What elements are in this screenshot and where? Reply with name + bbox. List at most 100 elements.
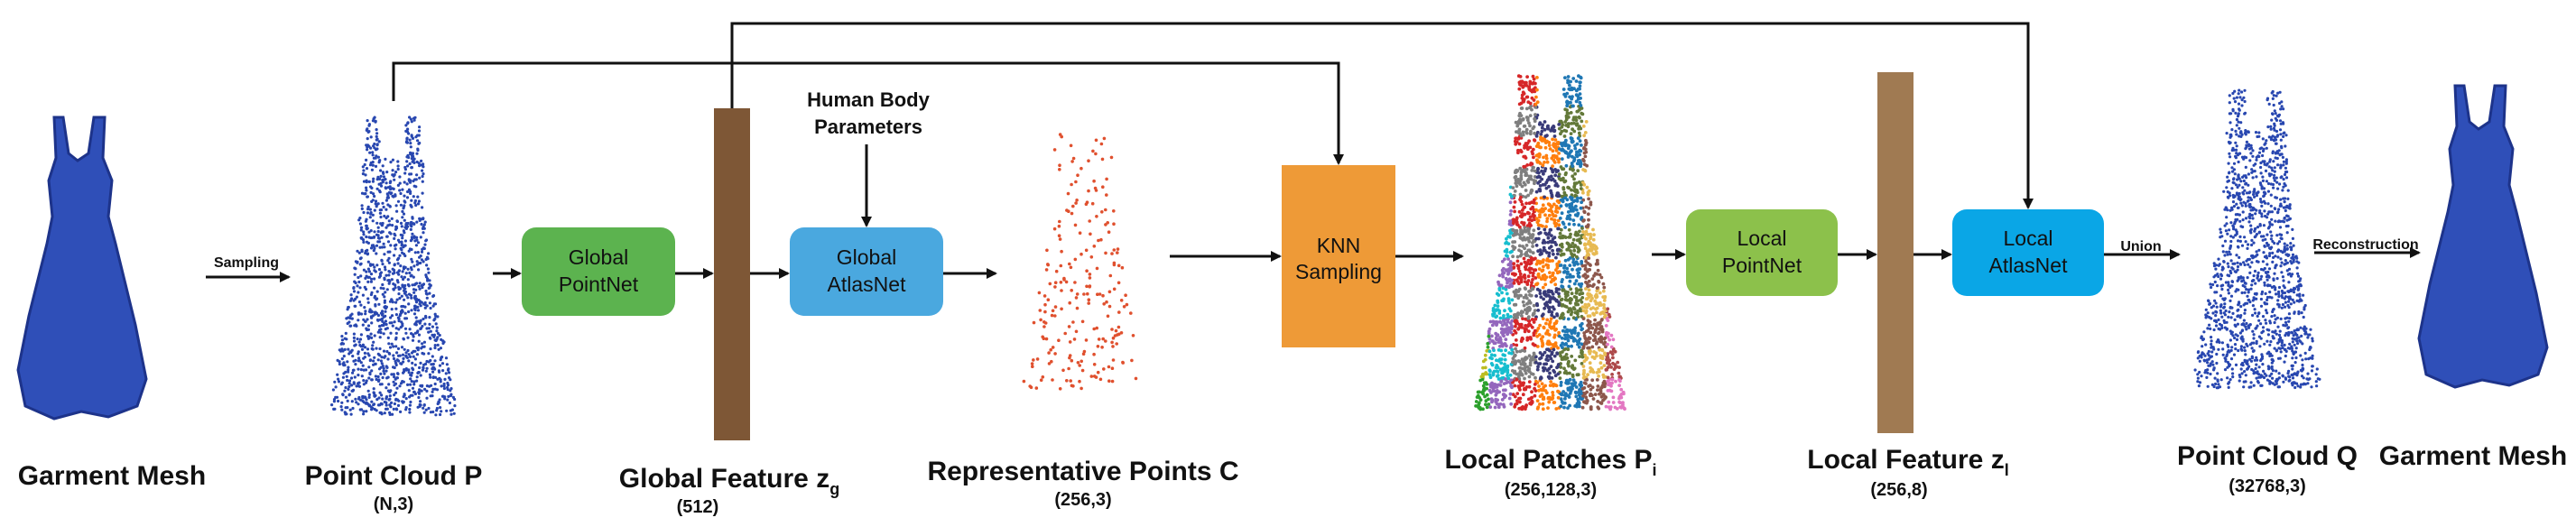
patch-point xyxy=(1547,143,1552,148)
point xyxy=(373,265,376,269)
patch-point xyxy=(1584,138,1588,143)
representative-point xyxy=(1116,247,1120,251)
point xyxy=(357,311,361,315)
representative-point xyxy=(1101,185,1105,189)
patch-point xyxy=(1539,224,1543,227)
point xyxy=(396,167,400,171)
point xyxy=(385,181,388,185)
patch-point xyxy=(1559,204,1563,208)
point xyxy=(2240,104,2244,107)
patch-point xyxy=(1554,170,1559,174)
point xyxy=(385,235,389,238)
point xyxy=(2206,311,2210,315)
point xyxy=(378,391,382,394)
patch-point xyxy=(1603,336,1608,340)
point xyxy=(390,278,394,282)
patch-point xyxy=(1545,347,1549,352)
patch-point xyxy=(1511,393,1515,397)
patch-point xyxy=(1557,287,1561,291)
point xyxy=(433,302,438,306)
point xyxy=(408,328,412,331)
patch-point xyxy=(1563,298,1568,301)
point xyxy=(336,358,339,362)
patch-point xyxy=(1504,241,1507,245)
point xyxy=(407,132,411,135)
representative-point xyxy=(1042,325,1046,328)
point xyxy=(352,339,357,343)
point xyxy=(408,403,412,407)
patch-point xyxy=(1523,329,1527,334)
patch-point xyxy=(1528,124,1532,128)
patch-point xyxy=(1541,285,1545,290)
patch-point xyxy=(1531,212,1535,217)
point xyxy=(404,124,408,127)
patch-point xyxy=(1564,138,1568,143)
point xyxy=(434,314,438,318)
point xyxy=(414,288,418,291)
point xyxy=(418,176,422,180)
patch-point xyxy=(1587,256,1591,260)
point xyxy=(406,190,410,194)
patch-point xyxy=(1516,266,1521,271)
representative-point xyxy=(1062,276,1066,281)
local-pointnet-line2: PointNet xyxy=(1722,254,1802,277)
point xyxy=(400,240,403,244)
patch-point xyxy=(1517,248,1521,253)
point xyxy=(2272,103,2275,107)
point xyxy=(416,329,420,333)
point xyxy=(2243,111,2247,115)
representative-point xyxy=(1111,336,1116,340)
point xyxy=(360,250,364,254)
patch-point xyxy=(1606,375,1610,380)
representative-point xyxy=(1049,347,1052,352)
point xyxy=(2254,366,2257,371)
point xyxy=(357,367,360,371)
point xyxy=(382,366,385,370)
patch-point xyxy=(1579,104,1583,107)
patch-point xyxy=(1533,328,1537,333)
representative-point xyxy=(1045,248,1049,253)
patch-point xyxy=(1520,373,1524,377)
point xyxy=(402,337,405,341)
representative-point xyxy=(1073,257,1078,262)
patch-point xyxy=(1541,343,1545,347)
patch-point xyxy=(1557,123,1561,126)
point xyxy=(2200,374,2203,378)
point xyxy=(2284,320,2288,324)
point xyxy=(2250,243,2254,247)
patch-point xyxy=(1527,354,1532,358)
representative-point xyxy=(1071,320,1075,324)
patch-point xyxy=(1590,345,1595,349)
point xyxy=(376,358,380,362)
point xyxy=(408,271,412,275)
point xyxy=(378,403,382,407)
patch-point xyxy=(1531,251,1535,255)
patch-point xyxy=(1551,248,1554,253)
patch-point xyxy=(1588,393,1592,398)
point xyxy=(2269,125,2273,128)
point xyxy=(416,241,421,245)
point xyxy=(411,386,415,390)
point xyxy=(2221,353,2225,356)
patch-point xyxy=(1539,133,1543,136)
point xyxy=(375,318,380,322)
patch-point xyxy=(1576,262,1580,266)
representative-point xyxy=(1066,191,1070,196)
point xyxy=(2224,229,2228,233)
point xyxy=(421,180,424,183)
patch-point xyxy=(1523,154,1527,159)
point xyxy=(387,219,391,223)
patch-point xyxy=(1562,128,1567,133)
patch-point xyxy=(1559,397,1563,402)
point xyxy=(2202,358,2206,362)
point xyxy=(438,333,441,337)
point xyxy=(403,239,407,243)
patch-point xyxy=(1551,271,1555,275)
point xyxy=(374,304,377,308)
patch-point xyxy=(1525,301,1529,306)
patch-point xyxy=(1572,129,1577,134)
point xyxy=(434,413,438,417)
point xyxy=(2205,375,2209,379)
patch-point xyxy=(1498,336,1502,340)
point xyxy=(370,321,374,325)
